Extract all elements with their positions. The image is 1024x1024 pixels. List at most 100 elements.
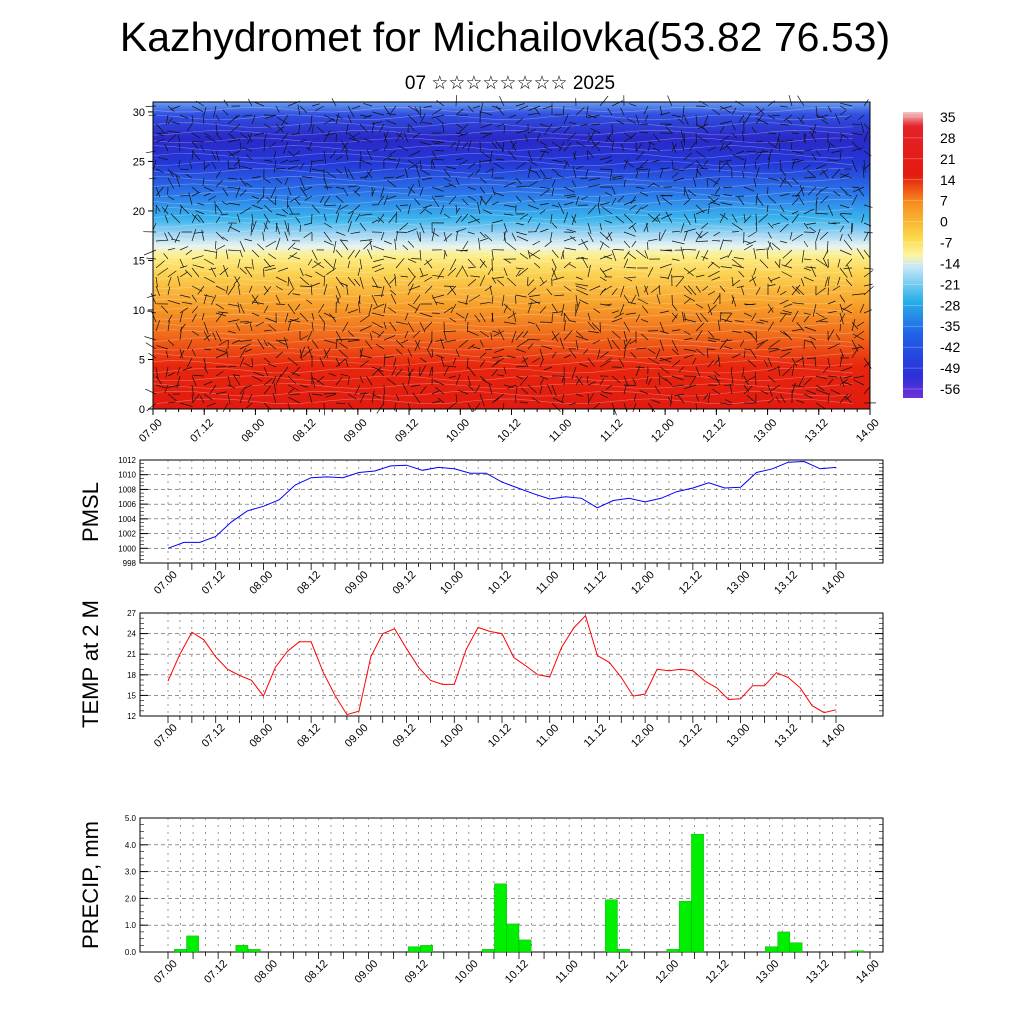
wind-barb — [575, 196, 579, 206]
precip-bar — [408, 946, 421, 953]
wind-barb — [339, 204, 349, 211]
wind-barb — [539, 321, 553, 323]
wind-barb — [455, 393, 458, 404]
wind-barb — [455, 123, 463, 129]
wind-barb — [777, 365, 781, 377]
wind-barb — [299, 162, 305, 170]
wind-barb — [215, 123, 218, 135]
x-tick-label: 10.12 — [486, 569, 514, 597]
wind-barb — [179, 246, 189, 251]
wind-barb — [226, 348, 229, 359]
wind-barb — [527, 339, 541, 341]
wind-barb — [635, 142, 643, 152]
contour-line — [152, 329, 854, 336]
wind-barb — [781, 271, 793, 278]
wind-barb — [491, 186, 496, 196]
wind-barb — [720, 202, 733, 206]
wind-barb — [647, 241, 649, 251]
wind-barb — [713, 231, 721, 237]
wind-barb — [335, 212, 340, 224]
wind-barb — [252, 301, 265, 305]
wind-barb — [340, 373, 349, 377]
wind-barb — [507, 355, 517, 359]
colorbar-gradient — [903, 112, 923, 398]
wind-barb — [552, 397, 565, 404]
wind-barb — [536, 132, 541, 142]
wind-barb — [286, 195, 289, 209]
wind-barb — [661, 213, 673, 220]
wind-barb — [395, 231, 408, 233]
wind-barb — [743, 186, 755, 192]
wind-barb — [227, 159, 230, 169]
wind-barb — [185, 173, 193, 179]
wind-barb — [455, 158, 463, 161]
wind-barb — [659, 357, 673, 362]
wind-barb — [443, 249, 448, 257]
wind-barb — [827, 378, 834, 386]
wind-barb — [470, 275, 481, 278]
wind-barb — [494, 348, 505, 353]
wind-barb — [201, 229, 205, 242]
wind-barb — [387, 179, 397, 188]
wind-barb — [295, 216, 301, 224]
wind-barb — [863, 130, 869, 143]
wind-barb — [419, 365, 427, 377]
wind-barb — [371, 188, 376, 197]
wind-barb — [371, 312, 385, 317]
wind-barb — [471, 345, 481, 350]
wind-barb — [299, 276, 310, 286]
wind-barb — [563, 114, 569, 125]
wind-barb — [689, 141, 697, 151]
wind-barb — [699, 231, 709, 239]
wind-barb — [481, 379, 493, 386]
wind-barb — [345, 123, 349, 135]
wind-barb — [719, 402, 732, 406]
wind-barb — [371, 121, 375, 134]
wind-barb — [506, 242, 517, 251]
wind-barb — [847, 264, 853, 278]
wind-barb — [652, 182, 661, 188]
wind-barb — [275, 168, 286, 170]
wind-barb — [719, 105, 732, 114]
wind-barb — [710, 194, 721, 197]
wind-barb — [768, 366, 781, 372]
wind-barb — [647, 141, 656, 146]
wind-barb — [449, 258, 457, 271]
wind-barb — [199, 395, 205, 404]
x-tick-label: 13.00 — [754, 958, 782, 986]
wind-barb — [791, 198, 799, 206]
wind-barb — [702, 285, 709, 292]
wind-barb — [863, 249, 871, 259]
colorbar-label: -28 — [940, 297, 960, 313]
wind-barb — [410, 384, 421, 387]
wind-barb — [601, 391, 613, 395]
wind-barb — [731, 353, 741, 359]
wind-barb — [683, 132, 686, 146]
wind-barb — [371, 366, 384, 372]
wind-barb — [549, 231, 553, 242]
wind-barb — [299, 285, 313, 287]
wind-barb — [239, 240, 246, 252]
wind-barb — [707, 303, 713, 316]
x-tick-label: 09.12 — [390, 722, 418, 750]
wind-barb — [167, 393, 177, 402]
wind-barb — [587, 184, 600, 188]
wind-barb — [245, 182, 253, 188]
colorbar-label: 0 — [940, 214, 948, 230]
wind-barb — [213, 105, 217, 118]
wind-barb — [323, 130, 331, 143]
wind-barb — [171, 121, 181, 125]
wind-barb — [155, 320, 161, 332]
wind-barb — [191, 105, 203, 113]
wind-barb — [462, 198, 469, 206]
wind-barb — [620, 107, 625, 116]
wind-barb — [515, 117, 524, 125]
wind-barb — [395, 174, 405, 179]
wind-barb — [605, 384, 613, 390]
wind-barb — [707, 146, 717, 152]
contour-line — [152, 145, 854, 151]
wind-barb — [485, 168, 493, 173]
wind-barb — [561, 375, 565, 383]
wind-barb — [703, 159, 709, 167]
